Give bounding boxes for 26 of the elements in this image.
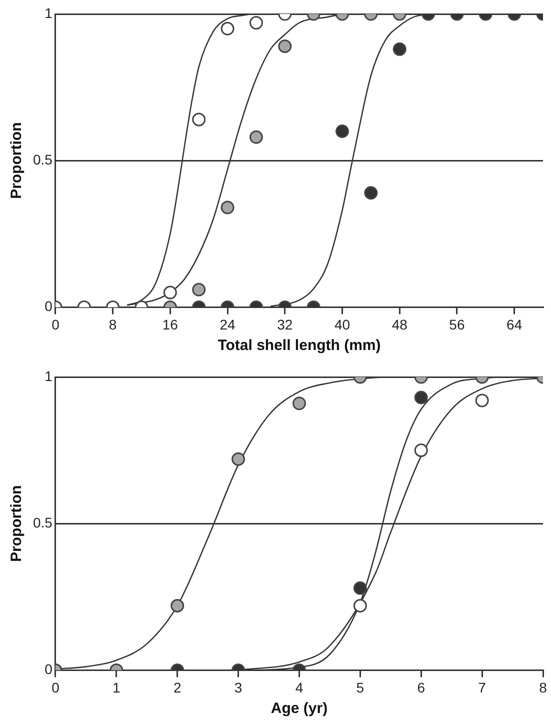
x-tick-label: 8 — [108, 316, 117, 332]
x-tick-label: 3 — [234, 679, 242, 696]
x-axis-title: Total shell length (mm) — [218, 337, 381, 354]
x-axis-title: Age (yr) — [270, 700, 328, 718]
y-tick-label: 0.5 — [32, 151, 53, 168]
y-tick-label: 1 — [44, 4, 53, 21]
x-tick-label: 6 — [417, 679, 426, 696]
x-tick-label: 5 — [356, 679, 364, 696]
y-tick-label: 0 — [44, 661, 53, 678]
x-tick-label: 1 — [112, 679, 121, 696]
x-tick-label: 7 — [478, 679, 486, 696]
x-tick-label: 32 — [277, 316, 293, 332]
x-tick-label: 24 — [220, 316, 236, 332]
x-tick-label: 16 — [162, 316, 178, 332]
y-tick-label: 0 — [44, 298, 53, 314]
y-axis-title: Proportion — [8, 485, 26, 562]
y-tick-label: 1 — [44, 368, 53, 384]
x-tick-label: 2 — [173, 679, 182, 696]
x-tick-label: 56 — [449, 316, 465, 332]
x-tick-label: 64 — [506, 316, 522, 332]
x-tick-label: 40 — [334, 316, 350, 332]
y-axis-title: Proportion — [8, 122, 26, 199]
x-tick-label: 4 — [295, 679, 304, 696]
x-tick-label: 8 — [539, 679, 548, 696]
x-tick-label: 48 — [392, 316, 408, 332]
y-tick-label: 0.5 — [32, 514, 53, 530]
